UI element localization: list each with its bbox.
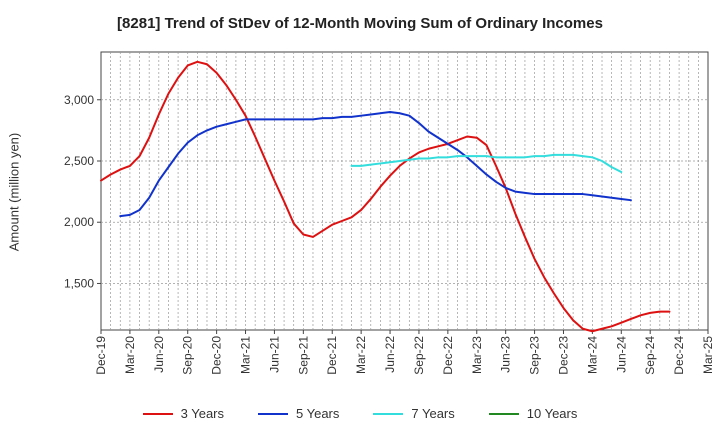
legend-item-3-years: 3 Years xyxy=(142,406,224,421)
x-tick-label: Jun-24 xyxy=(614,336,628,373)
legend-label: 10 Years xyxy=(526,406,578,421)
x-tick-label: Jun-20 xyxy=(152,336,166,373)
legend-swatch xyxy=(258,412,288,415)
legend: 3 Years 5 Years 7 Years 10 Years xyxy=(0,406,720,421)
y-tick-label: 1,500 xyxy=(64,276,94,290)
x-tick-label: Jun-22 xyxy=(383,336,397,373)
x-tick-label: Sep-23 xyxy=(528,336,542,375)
y-tick-label: 3,000 xyxy=(64,93,94,107)
legend-label: 3 Years xyxy=(180,406,224,421)
y-tick-label: 2,500 xyxy=(64,154,94,168)
x-tick-label: Jun-23 xyxy=(499,336,513,373)
legend-label: 5 Years xyxy=(296,406,340,421)
x-tick-label: Sep-21 xyxy=(296,336,310,375)
legend-swatch xyxy=(373,412,404,415)
legend-label: 7 Years xyxy=(411,406,455,421)
legend-swatch xyxy=(488,412,519,415)
series-line-5-years xyxy=(119,111,632,218)
x-tick-label: Dec-21 xyxy=(325,336,339,375)
x-tick-label: Sep-20 xyxy=(181,336,195,375)
grid xyxy=(101,52,708,330)
x-tick-label: Jun-21 xyxy=(267,336,281,373)
x-tick-label: Dec-20 xyxy=(210,336,224,375)
legend-item-7-years: 7 Years xyxy=(373,406,455,421)
x-tick-label: Sep-24 xyxy=(643,336,657,375)
x-tick-label: Mar-24 xyxy=(585,336,599,374)
x-tick-label: Dec-22 xyxy=(441,336,455,375)
x-tick-label: Dec-24 xyxy=(672,336,686,375)
x-tick-label: Mar-25 xyxy=(701,336,715,374)
x-tick-label: Mar-21 xyxy=(239,336,253,374)
x-tick-label: Dec-23 xyxy=(556,336,570,375)
x-tick-label: Mar-20 xyxy=(123,336,137,374)
series-line-3-years xyxy=(100,60,671,333)
series-line-7-years xyxy=(350,153,623,174)
plot-background xyxy=(100,51,709,331)
legend-item-10-years: 10 Years xyxy=(488,406,578,421)
legend-item-5-years: 5 Years xyxy=(258,406,339,421)
series-layer xyxy=(100,60,671,333)
legend-swatch xyxy=(142,412,173,415)
x-tick-label: Mar-23 xyxy=(470,336,484,374)
x-tick-label: Sep-22 xyxy=(412,336,426,375)
chart-title: [8281] Trend of StDev of 12-Month Moving… xyxy=(117,15,603,32)
x-tick-label: Mar-22 xyxy=(354,336,368,374)
x-tick-label: Dec-19 xyxy=(94,336,108,375)
y-tick-label: 2,000 xyxy=(64,215,94,229)
x-axis-ticks: Dec-19 Mar-20 Jun-20 Sep-20 Dec-20 Mar-21 Jun-… xyxy=(94,330,715,375)
y-axis-ticks: 1,500 2,000 2,500 3,000 xyxy=(64,93,101,290)
